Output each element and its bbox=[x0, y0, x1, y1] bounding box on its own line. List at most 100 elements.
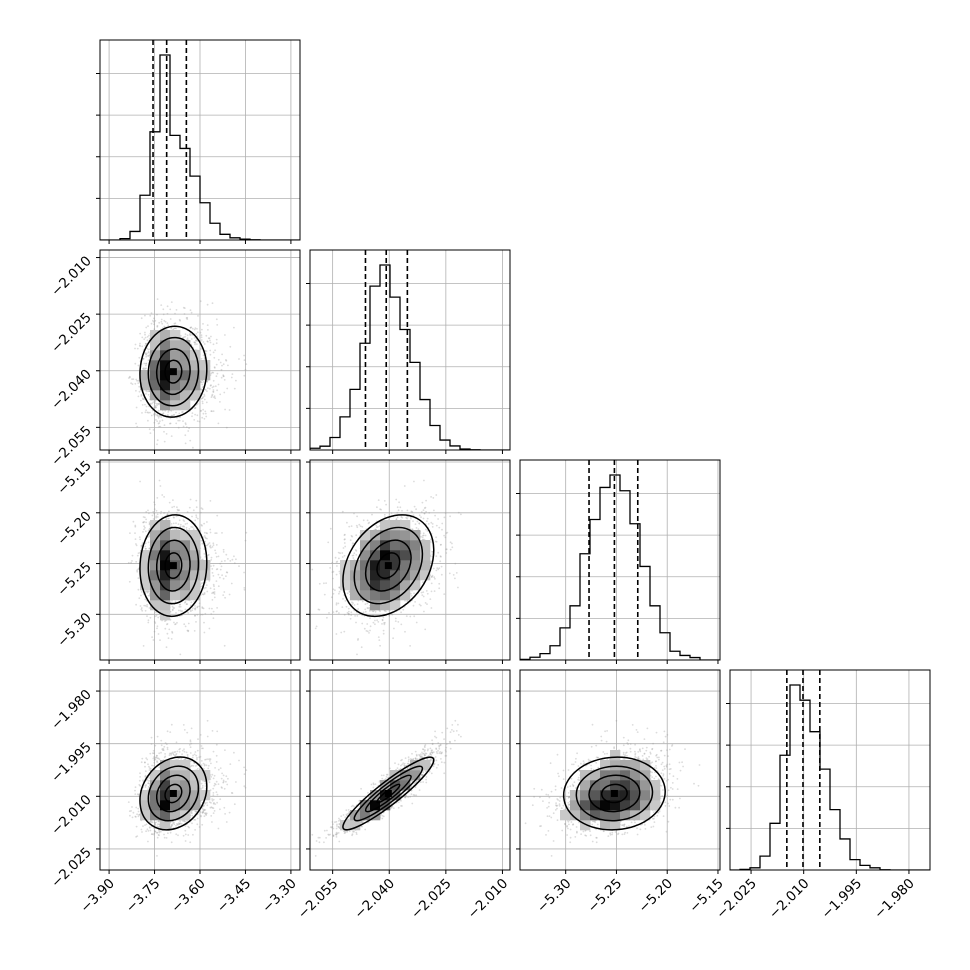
sample-point bbox=[146, 603, 149, 606]
sample-point bbox=[210, 384, 212, 386]
sample-point bbox=[138, 385, 141, 388]
density-cell bbox=[150, 530, 161, 541]
sample-point bbox=[174, 322, 177, 325]
sample-point bbox=[200, 381, 203, 384]
sample-point bbox=[435, 569, 438, 572]
sample-point bbox=[205, 415, 208, 418]
sample-point bbox=[425, 590, 428, 592]
sample-point bbox=[396, 516, 399, 519]
sample-point bbox=[204, 410, 207, 413]
sample-point bbox=[148, 547, 151, 550]
sample-point bbox=[184, 434, 187, 437]
density-cell bbox=[190, 570, 201, 581]
sample-point bbox=[200, 336, 203, 339]
sample-point bbox=[215, 532, 218, 534]
sample-point bbox=[167, 324, 170, 327]
sample-point bbox=[131, 560, 133, 562]
sample-point bbox=[147, 359, 150, 362]
sample-point bbox=[185, 426, 188, 428]
sample-point bbox=[141, 345, 144, 348]
sample-point bbox=[137, 379, 140, 382]
sample-point bbox=[148, 523, 151, 525]
sample-point bbox=[143, 338, 146, 341]
sample-point bbox=[147, 325, 149, 327]
sample-point bbox=[206, 303, 209, 306]
sample-point bbox=[426, 603, 428, 605]
sample-point bbox=[185, 603, 188, 606]
sample-point bbox=[426, 517, 429, 520]
sample-point bbox=[167, 414, 169, 417]
sample-point bbox=[216, 514, 219, 517]
sample-point bbox=[166, 305, 169, 308]
sample-point bbox=[164, 320, 167, 323]
density-cell bbox=[150, 570, 161, 581]
density-cell bbox=[170, 570, 181, 581]
sample-point bbox=[201, 400, 204, 403]
sample-point bbox=[200, 357, 203, 360]
sample-point bbox=[201, 607, 204, 609]
sample-point bbox=[226, 387, 229, 390]
sample-point bbox=[203, 593, 206, 595]
sample-point bbox=[146, 335, 149, 338]
sample-point bbox=[194, 607, 196, 610]
sample-point bbox=[164, 620, 166, 622]
sample-point bbox=[159, 420, 161, 422]
sample-point bbox=[198, 605, 201, 608]
density-cell bbox=[160, 380, 171, 391]
sample-point bbox=[211, 546, 214, 548]
sample-point bbox=[143, 604, 146, 607]
sample-point bbox=[421, 534, 424, 537]
sample-point bbox=[332, 611, 335, 613]
sample-point bbox=[130, 561, 133, 564]
sample-point bbox=[135, 544, 138, 547]
sample-point bbox=[410, 517, 412, 520]
sample-point bbox=[148, 607, 151, 609]
sample-point bbox=[136, 570, 139, 573]
density-cell bbox=[190, 550, 201, 561]
sample-point bbox=[150, 322, 153, 325]
density-cell bbox=[180, 540, 191, 551]
sample-point bbox=[190, 338, 193, 340]
sample-point bbox=[207, 337, 210, 340]
sample-point bbox=[135, 543, 137, 545]
peak-marker bbox=[169, 368, 177, 376]
sample-point bbox=[203, 393, 206, 396]
sample-point bbox=[212, 610, 215, 613]
sample-point bbox=[201, 416, 204, 419]
density-cell bbox=[150, 350, 161, 361]
density-cell bbox=[180, 590, 191, 601]
sample-point bbox=[142, 358, 145, 360]
sample-point bbox=[143, 525, 146, 528]
sample-point bbox=[169, 417, 172, 420]
sample-point bbox=[342, 547, 345, 549]
sample-point bbox=[208, 607, 211, 610]
sample-point bbox=[159, 512, 162, 515]
sample-point bbox=[457, 511, 460, 514]
sample-point bbox=[426, 530, 429, 532]
sample-point bbox=[143, 528, 145, 531]
sample-point bbox=[194, 614, 197, 617]
sample-point bbox=[214, 349, 217, 352]
sample-point bbox=[227, 364, 229, 367]
density-cell bbox=[160, 590, 171, 601]
density-cell bbox=[170, 530, 181, 541]
sample-point bbox=[153, 421, 156, 424]
density-cell bbox=[150, 550, 161, 561]
sample-point bbox=[144, 314, 146, 317]
sample-point bbox=[145, 521, 148, 524]
density-cell bbox=[140, 370, 151, 381]
sample-point bbox=[201, 397, 204, 400]
sample-point bbox=[160, 510, 163, 513]
sample-point bbox=[136, 347, 139, 350]
sample-point bbox=[194, 407, 197, 409]
sample-point bbox=[204, 540, 207, 543]
sample-point bbox=[203, 398, 206, 401]
sample-point bbox=[196, 613, 199, 616]
sample-point bbox=[171, 630, 174, 633]
density-cell bbox=[170, 380, 181, 391]
sample-point bbox=[438, 526, 441, 529]
sample-point bbox=[154, 413, 157, 416]
sample-point bbox=[144, 411, 147, 414]
sample-point bbox=[134, 382, 137, 385]
sample-point bbox=[243, 588, 246, 591]
